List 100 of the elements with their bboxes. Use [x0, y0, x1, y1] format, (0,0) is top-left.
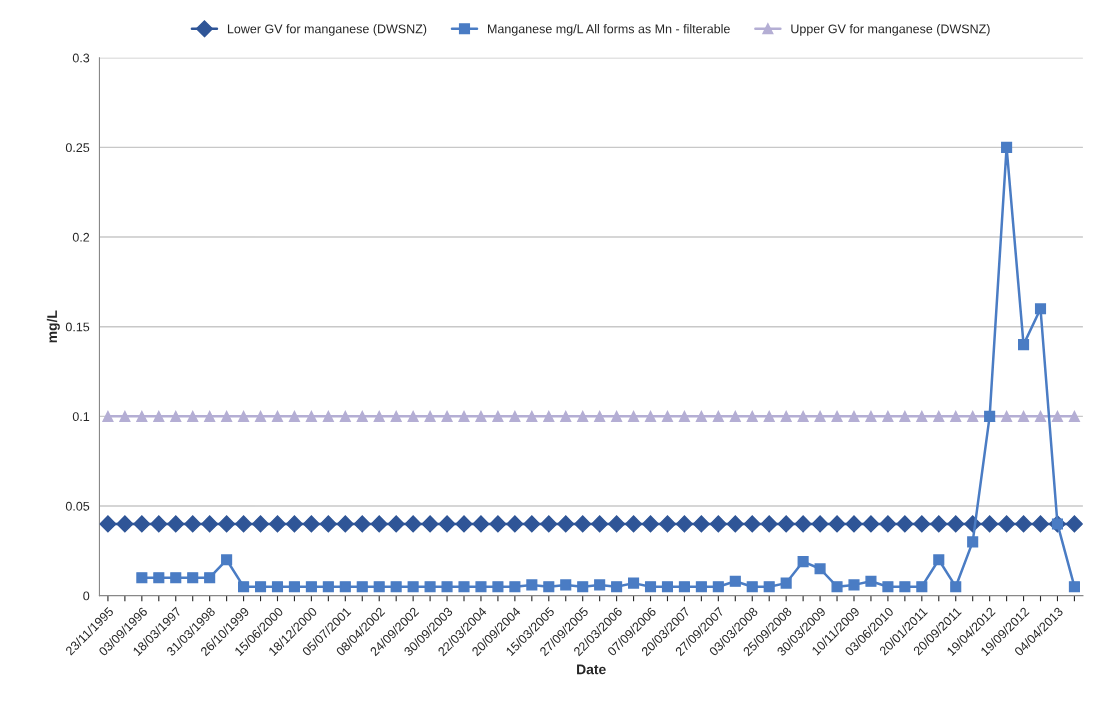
point [1068, 581, 1080, 593]
point [848, 579, 860, 591]
point [763, 410, 775, 422]
point [254, 581, 267, 593]
point [746, 410, 758, 422]
point [981, 515, 999, 533]
y-tick-label: 0.2 [72, 232, 90, 242]
point [594, 410, 606, 422]
point [611, 410, 623, 422]
point [102, 410, 114, 422]
point [899, 410, 911, 422]
point [99, 515, 117, 533]
point [305, 581, 317, 593]
y-tick-label: 0.3 [72, 53, 90, 63]
point [170, 572, 182, 584]
point [288, 581, 301, 593]
point [692, 515, 710, 533]
point [712, 581, 724, 593]
point [167, 515, 185, 533]
point [526, 410, 538, 422]
point [933, 554, 945, 566]
point [828, 515, 846, 533]
point [591, 515, 609, 533]
point [574, 515, 592, 533]
point [628, 410, 640, 422]
point [916, 410, 928, 422]
point [882, 410, 894, 422]
point [506, 515, 524, 533]
point [950, 581, 962, 593]
point [625, 515, 643, 533]
point [475, 581, 487, 593]
point [116, 515, 134, 533]
point [678, 410, 690, 422]
point [896, 515, 914, 533]
point [794, 515, 812, 533]
point [187, 572, 199, 584]
point [153, 572, 165, 584]
y-tick-label: 0 [83, 591, 90, 601]
point [760, 515, 778, 533]
legend-label: Lower GV for manganese (DWSNZ) [227, 24, 427, 36]
point [170, 410, 182, 422]
point [628, 577, 640, 589]
point [743, 515, 761, 533]
point [489, 515, 507, 533]
point [644, 581, 657, 593]
point [509, 410, 521, 422]
point [913, 515, 931, 533]
point [119, 410, 131, 422]
point [930, 515, 948, 533]
point [305, 410, 317, 422]
point [543, 410, 555, 422]
point [814, 563, 826, 575]
point [407, 410, 419, 422]
y-tick-label: 0.15 [65, 322, 90, 332]
point [611, 581, 623, 593]
point [424, 581, 436, 593]
point [492, 410, 504, 422]
point [862, 515, 880, 533]
point [441, 410, 453, 422]
x-axis-title: Date [577, 664, 606, 675]
point [458, 410, 470, 422]
point [407, 581, 419, 593]
point [865, 410, 877, 422]
point [390, 410, 402, 422]
point [848, 410, 860, 422]
legend-label: Upper GV for manganese (DWSNZ) [791, 24, 990, 36]
point [133, 515, 151, 533]
point [780, 410, 792, 422]
y-tick-label: 0.25 [65, 143, 90, 153]
point [661, 581, 674, 593]
point [455, 515, 473, 533]
point [472, 515, 490, 533]
point [947, 515, 965, 533]
point [356, 581, 368, 593]
point [1017, 410, 1030, 422]
point [882, 581, 894, 593]
point [1015, 515, 1033, 533]
point [1051, 410, 1064, 422]
point [729, 410, 741, 422]
point [221, 410, 233, 422]
point [540, 515, 558, 533]
point [153, 410, 165, 422]
point [235, 515, 253, 533]
point [424, 410, 436, 422]
point [641, 515, 660, 533]
point [831, 410, 843, 422]
point [712, 410, 724, 422]
point [404, 515, 422, 533]
point [204, 572, 216, 584]
point [594, 579, 606, 591]
point [319, 515, 337, 533]
point [577, 410, 589, 422]
point [285, 515, 303, 533]
point [678, 581, 690, 593]
legend-label: Manganese mg/L All forms as Mn - filterable [488, 24, 730, 36]
point [675, 515, 693, 533]
point [204, 410, 216, 422]
point [763, 581, 775, 593]
point [136, 410, 148, 422]
point [746, 581, 758, 593]
